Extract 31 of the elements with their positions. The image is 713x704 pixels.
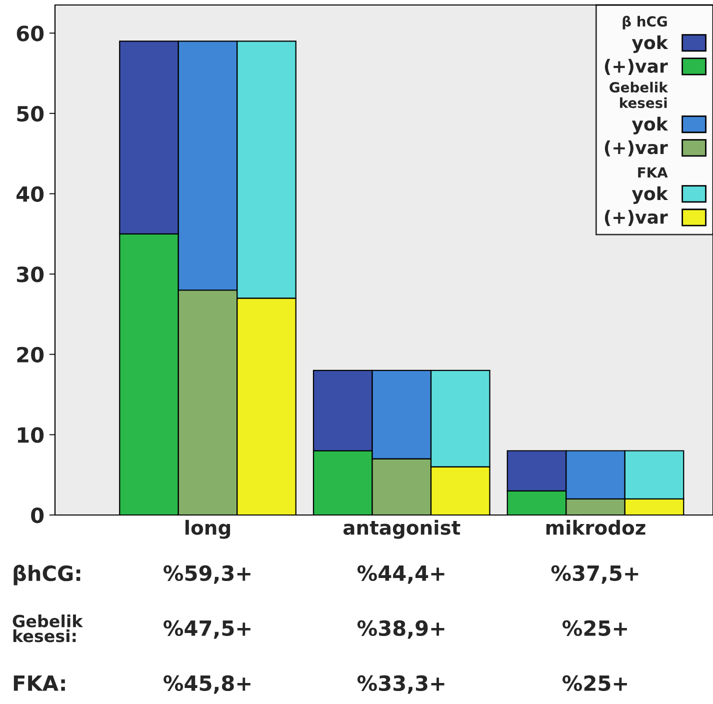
legend-label: yok — [632, 186, 668, 204]
annotation: FKA — [638, 167, 668, 178]
y-tick-label: 0 — [31, 507, 44, 524]
text: %25+ — [562, 675, 627, 692]
legend-label: (+)var — [604, 140, 668, 156]
text: %37,5+ — [551, 565, 638, 584]
legend-label: (+)var — [604, 58, 668, 76]
text: %44,4+ — [357, 565, 444, 584]
annotation: Gebelik kesesi — [610, 82, 668, 108]
legend-label: yok — [632, 116, 668, 134]
y-tick-label: 20 — [17, 346, 44, 363]
legend-label: (+)var — [604, 210, 668, 226]
text: βhCG: — [14, 564, 80, 586]
text: FKA: — [14, 676, 65, 691]
y-tick-label: 40 — [16, 186, 44, 202]
annotation: β hCG — [622, 16, 667, 30]
x-tick-label: mikrodoz — [546, 520, 646, 535]
text: Gebelik kesesi: — [12, 614, 84, 642]
text: %45,8+ — [164, 675, 250, 694]
legend-label: yok — [632, 35, 668, 53]
x-tick-label: antagonist — [343, 520, 460, 539]
x-tick-label: long — [185, 520, 230, 539]
text: %38,9+ — [357, 620, 444, 639]
y-tick-label: 10 — [18, 427, 44, 443]
text: %59,3+ — [164, 565, 250, 584]
y-tick-label: 60 — [16, 26, 44, 42]
text: %25+ — [562, 620, 627, 636]
y-tick-label: 30 — [16, 266, 44, 282]
text: %47,5+ — [164, 620, 250, 639]
text: %33,3+ — [357, 675, 444, 694]
y-tick-label: 50 — [17, 106, 44, 122]
